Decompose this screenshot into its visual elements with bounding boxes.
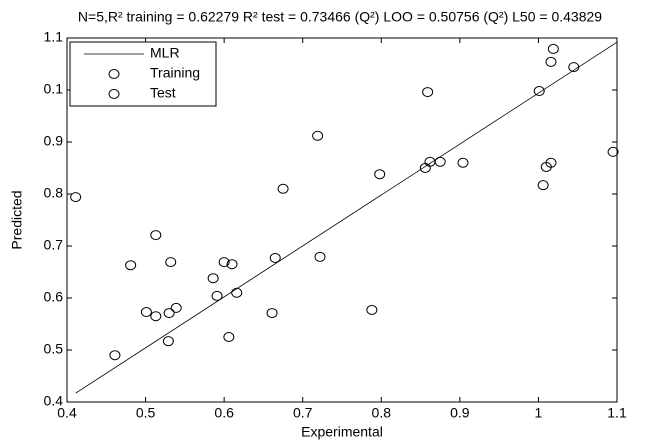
data-point bbox=[226, 259, 238, 270]
data-point bbox=[231, 287, 243, 298]
legend-box bbox=[69, 41, 217, 107]
data-point bbox=[125, 260, 137, 271]
data-point bbox=[545, 56, 557, 67]
legend-label: Training bbox=[150, 65, 200, 81]
data-point bbox=[165, 257, 177, 268]
chart-title: N=5,R² training = 0.62279 R² test = 0.73… bbox=[78, 9, 602, 25]
legend-marker bbox=[108, 69, 120, 79]
x-tick-label: 0.8 bbox=[372, 405, 392, 421]
y-tick-label: 0.8 bbox=[44, 185, 64, 201]
data-point bbox=[70, 192, 82, 203]
data-point bbox=[568, 62, 580, 73]
data-point bbox=[533, 86, 545, 97]
x-tick-label: 1.1 bbox=[607, 405, 627, 421]
data-point bbox=[457, 157, 469, 168]
data-point bbox=[537, 180, 549, 191]
y-tick-label: 0.9 bbox=[44, 133, 64, 149]
data-point bbox=[547, 43, 559, 54]
x-tick-label: 0.5 bbox=[136, 405, 156, 421]
legend-label: MLR bbox=[150, 45, 180, 61]
data-point bbox=[269, 252, 281, 263]
x-axis-label: Experimental bbox=[301, 424, 383, 440]
y-tick-label: 0.7 bbox=[44, 237, 64, 253]
y-axis-label: Predicted bbox=[9, 190, 25, 249]
regression-line bbox=[75, 41, 618, 394]
data-point bbox=[163, 308, 175, 319]
x-tick-label: 0.6 bbox=[214, 405, 234, 421]
x-tick-label: 1 bbox=[535, 405, 543, 421]
data-point bbox=[223, 332, 235, 342]
y-tick-label: 0.5 bbox=[44, 341, 64, 357]
y-tick-label: 0.4 bbox=[44, 393, 64, 409]
data-point bbox=[170, 302, 182, 313]
data-point bbox=[211, 290, 223, 301]
y-tick-label: 0.6 bbox=[44, 289, 64, 305]
x-tick-label: 0.9 bbox=[450, 405, 470, 421]
data-point bbox=[277, 183, 289, 194]
x-tick-label: 0.4 bbox=[57, 405, 77, 421]
data-point bbox=[150, 311, 162, 322]
data-point bbox=[312, 130, 324, 141]
x-tick-label: 0.7 bbox=[293, 405, 313, 421]
data-point bbox=[218, 257, 230, 268]
data-point bbox=[314, 251, 326, 262]
y-tick-label: 0.1 bbox=[44, 81, 64, 97]
data-point bbox=[109, 350, 121, 361]
data-point bbox=[140, 307, 152, 318]
data-point bbox=[366, 304, 378, 315]
data-point bbox=[545, 157, 557, 168]
data-point bbox=[434, 156, 446, 167]
y-tick-label: 1.1 bbox=[44, 29, 64, 45]
data-point bbox=[607, 146, 619, 157]
data-point bbox=[207, 273, 219, 284]
data-point bbox=[422, 87, 434, 98]
legend-label: Test bbox=[150, 85, 176, 101]
legend-marker bbox=[108, 89, 120, 99]
data-point bbox=[162, 336, 174, 347]
data-point bbox=[266, 308, 278, 319]
data-point bbox=[150, 230, 162, 241]
data-point bbox=[374, 169, 386, 180]
